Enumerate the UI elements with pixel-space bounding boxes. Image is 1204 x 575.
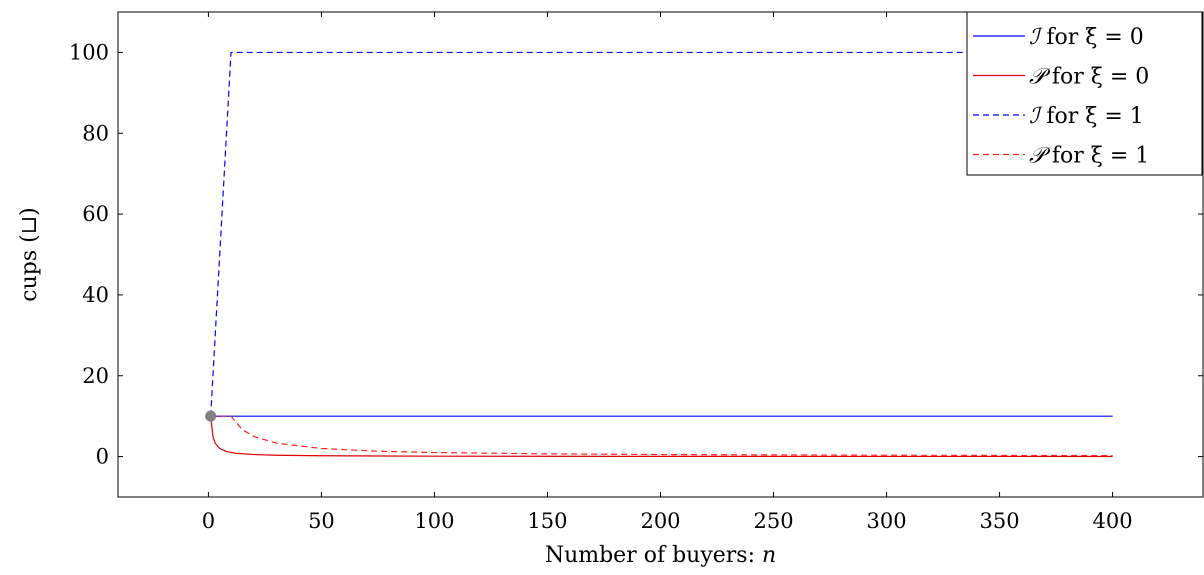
- legend-label-1: ℐ for ξ = 0: [1029, 25, 1144, 50]
- x-tick-label-150: 150: [527, 509, 567, 533]
- y-tick-label-20: 20: [82, 364, 109, 388]
- legend-suffix-3: for ξ = 1: [1039, 104, 1143, 129]
- legend-suffix-1: for ξ = 0: [1039, 25, 1143, 50]
- y-tick-label-0: 0: [96, 445, 109, 469]
- legend-label-3: ℐ for ξ = 1: [1029, 104, 1144, 129]
- points-layer: [205, 410, 217, 422]
- legend: ℐ for ξ = 0 𝒫 for ξ = 0 ℐ for ξ = 1 𝒫 for ξ…: [966, 11, 1203, 176]
- y-tick-label-80: 80: [82, 121, 109, 145]
- ticks-layer: 0 50 100 150 200 250 300 350 400 0 20 40 60 80 100: [69, 12, 1203, 533]
- x-tick-label-400: 400: [1093, 509, 1133, 533]
- series-layer: [210, 51, 1113, 458]
- y-tick-label-60: 60: [82, 202, 109, 226]
- x-axis-label-text: Number of buyers:: [545, 543, 762, 568]
- legend-suffix-4: for ξ = 1: [1045, 144, 1149, 169]
- x-tick-label-300: 300: [866, 509, 906, 533]
- x-axis-label-variable: n: [762, 543, 776, 568]
- legend-label-2: 𝒫 for ξ = 0: [1029, 65, 1149, 90]
- data-point-1: [205, 410, 217, 422]
- y-axis-label: cups (⊔): [17, 207, 42, 301]
- x-tick-label-0: 0: [202, 509, 215, 533]
- series-line-2: [210, 416, 1113, 458]
- legend-suffix-2: for ξ = 0: [1045, 65, 1149, 90]
- x-tick-label-200: 200: [640, 509, 680, 533]
- x-axis-label: Number of buyers: n: [545, 543, 776, 568]
- x-tick-label-50: 50: [308, 509, 335, 533]
- x-tick-label-250: 250: [753, 509, 793, 533]
- y-tick-label-40: 40: [82, 283, 109, 307]
- legend-label-4: 𝒫 for ξ = 1: [1029, 144, 1149, 169]
- series-line-4: [210, 415, 1113, 457]
- x-tick-label-350: 350: [980, 509, 1020, 533]
- series-line-3: [210, 51, 1113, 417]
- x-tick-label-100: 100: [414, 509, 454, 533]
- legend-box: [966, 11, 1203, 176]
- y-tick-label-100: 100: [69, 40, 109, 64]
